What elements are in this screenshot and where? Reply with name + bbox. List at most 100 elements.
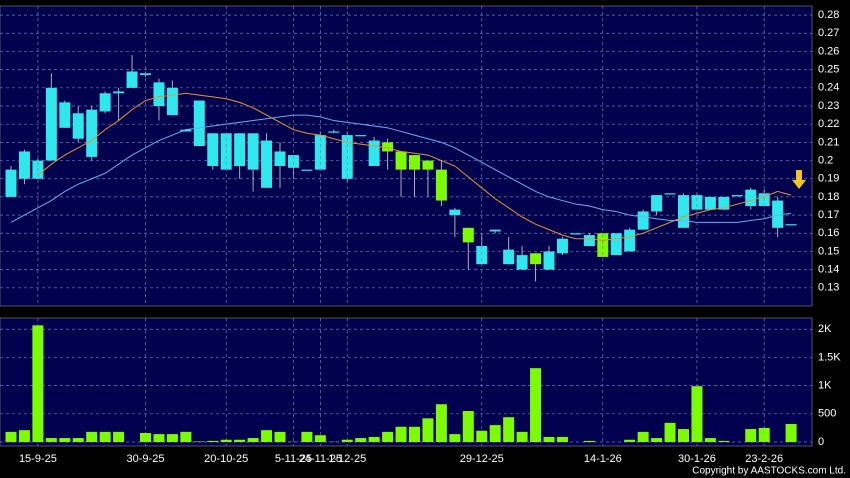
- bar: [382, 431, 394, 442]
- bar: [368, 436, 380, 442]
- x-tick-label: 30-1-26: [678, 453, 716, 465]
- y-tick-label: 0.17: [818, 209, 839, 221]
- candle-body: [785, 224, 797, 226]
- y-tick-label: 0: [818, 436, 824, 448]
- bar: [274, 431, 286, 442]
- candle-body: [678, 195, 689, 228]
- bar: [651, 438, 663, 442]
- candle-body: [18, 151, 30, 179]
- candle-body: [409, 155, 420, 170]
- bar: [5, 431, 17, 442]
- y-tick-label: 0.13: [818, 282, 839, 294]
- candle-body: [113, 91, 125, 94]
- candle-body: [516, 255, 528, 270]
- candle-body: [422, 160, 434, 170]
- candle-body: [328, 131, 340, 133]
- candle-body: [745, 189, 757, 206]
- candle-body: [5, 169, 17, 197]
- bar: [234, 439, 246, 442]
- candle-body: [543, 251, 555, 270]
- bar: [153, 434, 165, 442]
- moving-average: [37, 92, 792, 242]
- y-tick-label: 500: [818, 408, 836, 420]
- bar: [247, 438, 259, 442]
- candle-body: [597, 233, 609, 257]
- candle-body: [72, 113, 84, 139]
- bar: [261, 430, 273, 442]
- x-tick-label: 1-12-25: [328, 453, 366, 465]
- bar: [462, 411, 474, 442]
- y-tick-label: 0.21: [818, 136, 839, 148]
- candle-body: [718, 196, 730, 210]
- y-tick-label: 0.15: [818, 245, 839, 257]
- bar: [86, 431, 98, 442]
- y-tick-label: 1.5K: [818, 351, 841, 363]
- signal-arrow: [792, 170, 806, 189]
- y-tick-label: 0.24: [818, 82, 839, 94]
- candle-body: [610, 233, 622, 256]
- y-tick-label: 0.16: [818, 227, 839, 239]
- candle-body: [261, 140, 273, 188]
- bar: [207, 440, 219, 442]
- y-tick-label: 0.19: [818, 173, 839, 185]
- x-tick-label: 29-12-25: [460, 453, 504, 465]
- bar: [314, 435, 326, 442]
- candle-body: [395, 151, 407, 170]
- bar: [785, 423, 797, 442]
- bar: [664, 422, 676, 442]
- y-tick-label: 2K: [818, 323, 832, 335]
- bar: [422, 418, 434, 442]
- bar: [435, 404, 447, 442]
- candle-body: [704, 196, 716, 210]
- y-tick-label: 0.27: [818, 27, 839, 39]
- bar: [745, 429, 757, 442]
- candle-body: [234, 133, 246, 166]
- y-tick-label: 0.18: [818, 191, 839, 203]
- volume-panel: [0, 317, 813, 447]
- candle-body: [637, 211, 649, 230]
- x-tick-label: 15-9-25: [19, 453, 57, 465]
- bar: [691, 386, 703, 442]
- candle-body: [126, 71, 138, 88]
- bar: [99, 431, 111, 442]
- bar: [59, 438, 71, 442]
- y-tick-label: 0.26: [818, 45, 839, 57]
- candle-body: [274, 151, 286, 166]
- candle-body: [301, 169, 313, 171]
- y-tick-label: 1K: [818, 380, 832, 392]
- candle-body: [45, 87, 57, 161]
- candle-body: [207, 133, 219, 166]
- bar: [704, 438, 716, 442]
- y-tick-label: 0.25: [818, 64, 839, 76]
- bar: [409, 426, 420, 442]
- bar: [341, 439, 353, 442]
- x-tick-label: 5-11-25: [275, 453, 312, 465]
- candle-body: [530, 253, 542, 265]
- bar: [180, 431, 192, 442]
- x-tick-label: 14-1-26: [584, 453, 622, 465]
- bar: [583, 440, 595, 442]
- candle-body: [664, 193, 676, 195]
- plot: 0.13 0.14 0.15 0.16 0.17 0.18 0.19 0.2 0.21 0.22 0…: [0, 6, 841, 465]
- bar: [556, 436, 568, 442]
- moving-average: [10, 114, 792, 223]
- x-tick-label: 30-9-25: [127, 453, 165, 465]
- bar: [301, 431, 313, 442]
- candle-body: [772, 200, 784, 228]
- candle-body: [153, 82, 165, 106]
- bar: [624, 439, 636, 442]
- copyright: Copyright by AASTOCKS.com Ltd.: [692, 466, 846, 477]
- candle-body: [86, 109, 98, 157]
- candle-body: [570, 233, 582, 235]
- bar: [489, 425, 501, 442]
- bar: [193, 441, 205, 442]
- candle-body: [355, 135, 367, 137]
- bar: [32, 325, 44, 442]
- candle-body: [180, 129, 192, 132]
- candle-body: [368, 140, 380, 166]
- bar: [113, 431, 125, 442]
- bar: [72, 438, 84, 442]
- candle-body: [583, 235, 595, 246]
- bar: [18, 430, 30, 442]
